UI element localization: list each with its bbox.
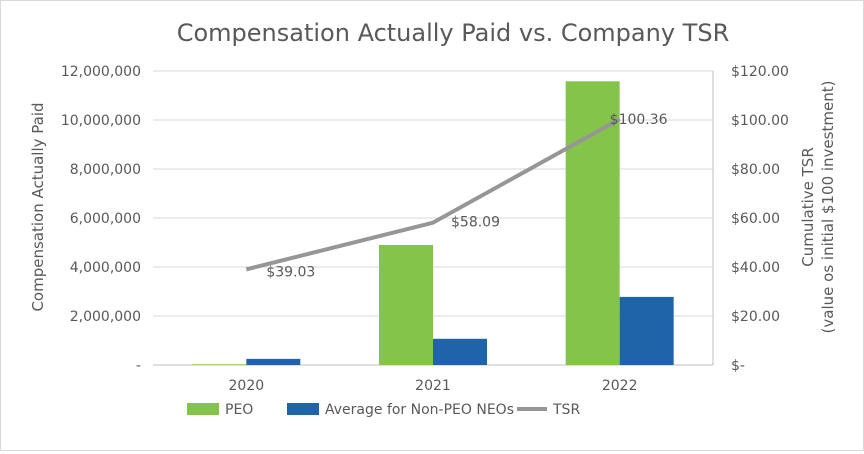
bar-non-peo-neo (619, 296, 674, 365)
y2-tick-label: $20.00 (731, 309, 780, 325)
chart-title: Compensation Actually Paid vs. Company T… (177, 19, 730, 47)
y-tick-label: 12,000,000 (61, 64, 141, 80)
x-tick-label: 2021 (415, 378, 451, 394)
y2-tick-label: $40.00 (731, 260, 780, 276)
bar-non-peo-neo (246, 358, 301, 365)
tsr-data-label: $39.03 (266, 264, 315, 280)
y2-tick-label: $- (731, 358, 745, 374)
tsr-line-group: $39.03 $58.09 $100.36 (245, 112, 668, 280)
legend: PEO Average for Non-PEO NEOs TSR (187, 402, 580, 418)
x-tick-label: 2022 (602, 378, 638, 394)
y-axis-title: Compensation Actually Paid (29, 102, 47, 311)
y-tick-label: 10,000,000 (61, 113, 141, 129)
y-tick-label: - (136, 358, 141, 374)
y-tick-label: 4,000,000 (70, 260, 141, 276)
tsr-data-label: $58.09 (451, 215, 500, 231)
legend-tsr-label: TSR (552, 402, 580, 418)
tsr-data-label: $100.36 (610, 112, 668, 128)
bar-peo (192, 364, 247, 365)
y2-tick-label: $80.00 (731, 162, 780, 178)
bar-non-peo-neo (433, 338, 487, 365)
y-tick-label: 8,000,000 (70, 162, 141, 178)
y2-tick-label: $120.00 (731, 64, 789, 80)
legend-peo-label: PEO (225, 402, 253, 418)
x-tick-label: 2020 (229, 378, 265, 394)
legend-peo-swatch (187, 403, 219, 415)
y-tick-label: 6,000,000 (70, 211, 141, 227)
y2-axis-title-line2: (value os initial $100 investment) (819, 81, 837, 334)
bar-peo (379, 244, 433, 365)
bar-peo (565, 81, 620, 365)
axis-ticks: - $- 2,000,000 $20.00 4,000,000 $40.00 6,000,0… (61, 64, 789, 394)
legend-non-peo-neo-label: Average for Non-PEO NEOs (325, 402, 514, 418)
y2-axis-title-line1: Cumulative TSR (799, 147, 817, 267)
y-tick-label: 2,000,000 (70, 309, 141, 325)
y2-tick-label: $60.00 (731, 211, 780, 227)
y2-tick-label: $100.00 (731, 113, 789, 129)
tsr-line (245, 117, 621, 272)
bars (192, 81, 674, 365)
legend-non-peo-neo-swatch (287, 403, 319, 415)
